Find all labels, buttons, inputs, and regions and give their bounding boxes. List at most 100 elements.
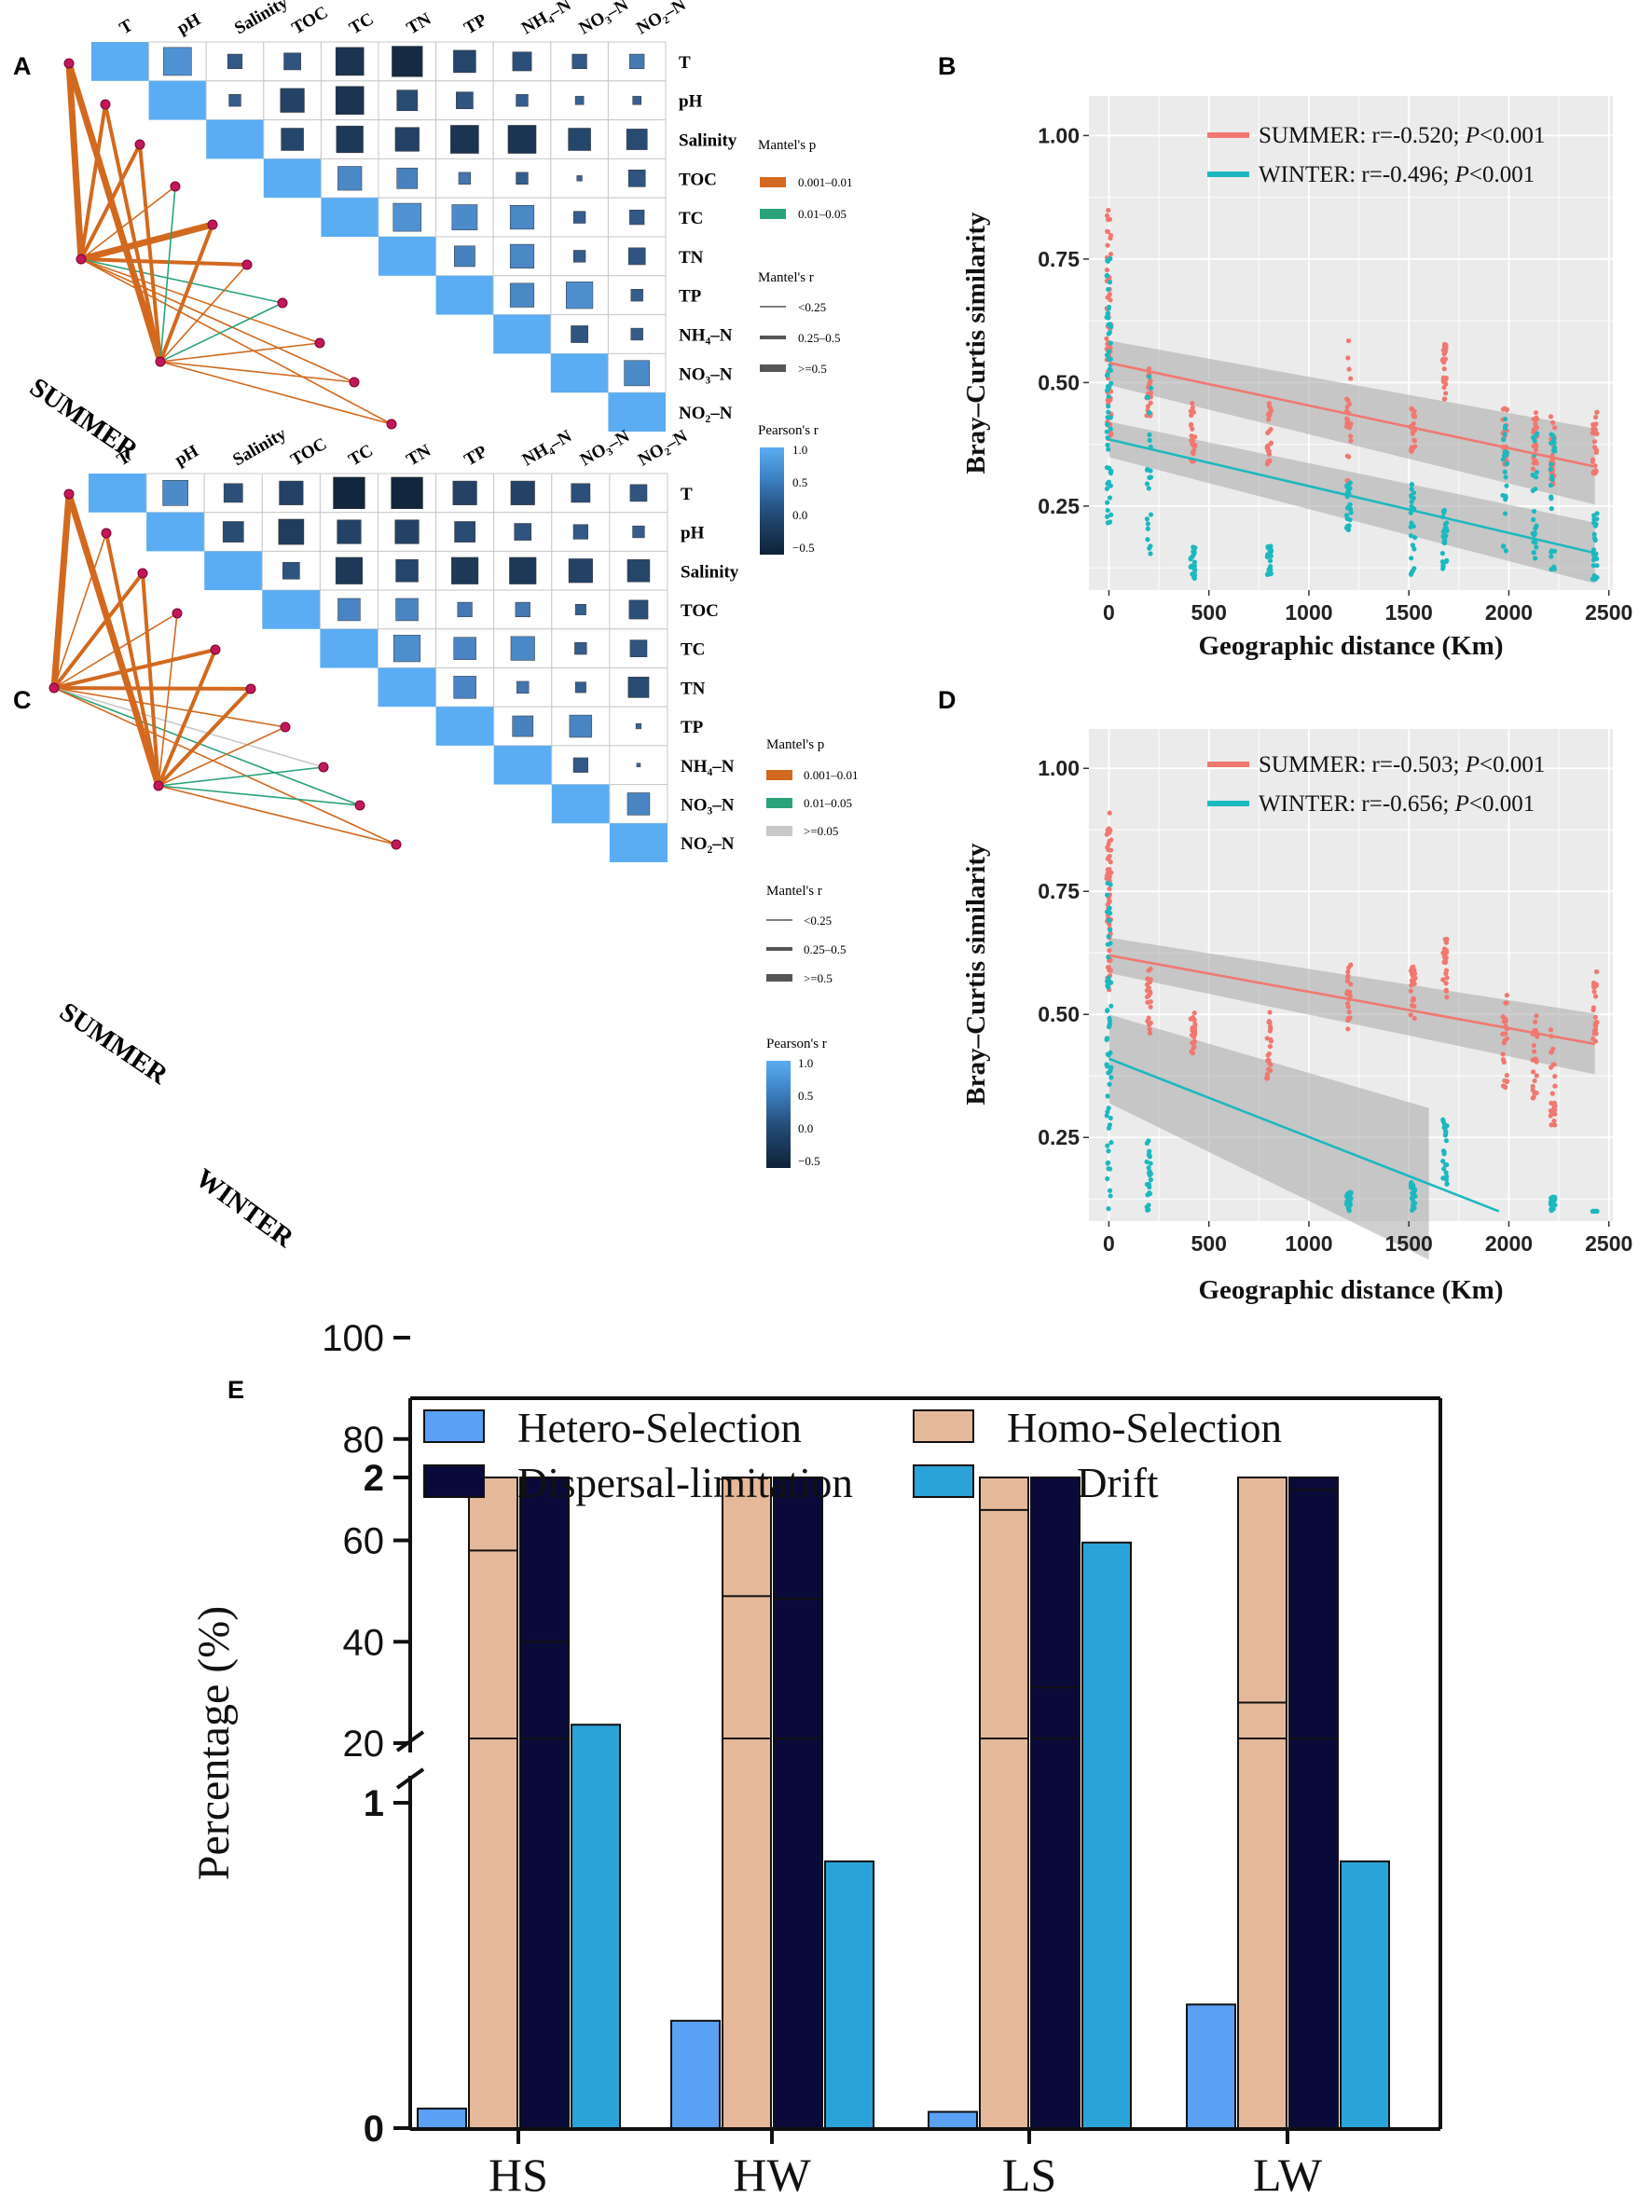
var-node-c-3 [172, 608, 183, 619]
point-b-0-4-11 [1346, 366, 1352, 372]
point-d-0-6-16 [1443, 970, 1449, 976]
point-d-0-9-9 [1552, 1083, 1558, 1089]
point-b-1-3-22 [1268, 546, 1273, 553]
point-d-1-6-8 [1442, 1161, 1449, 1167]
corr-square-a-1-9 [632, 95, 641, 105]
point-d-1-5-23 [1410, 1195, 1415, 1201]
point-d-0-7-21 [1503, 1019, 1508, 1024]
pearson-colorbar-a [760, 447, 784, 555]
point-b-0-5-10 [1411, 420, 1416, 427]
y-axis-label-d: Bray–Curtis similarity [961, 843, 991, 1106]
fit-lines-d [1108, 954, 1595, 1213]
point-d-1-0-1 [1104, 892, 1110, 898]
point-b-1-6-3 [1444, 557, 1450, 563]
corr-square-c-3-4 [337, 598, 361, 622]
point-d-0-9-22 [1551, 1100, 1557, 1106]
corr-square-c-6-7 [512, 715, 534, 737]
point-b-1-5-13 [1412, 534, 1418, 541]
mantel-r-item-2-c: 0.25–0.5 [804, 942, 847, 956]
row-label-a-0: T [679, 53, 691, 73]
point-b-1-9-12 [1548, 483, 1554, 488]
mantel-link-a-summer-7 [80, 258, 321, 344]
var-node-a-0 [63, 58, 75, 69]
point-b-1-9-19 [1549, 494, 1554, 500]
mantel-p-swatch-3-c [766, 826, 792, 836]
point-b-0-5-23 [1411, 411, 1416, 418]
corr-square-c-1-5 [394, 519, 420, 544]
bar-ls-2 [1030, 1477, 1081, 2129]
point-b-1-0-44 [1108, 512, 1114, 517]
corr-square-c-0-5 [391, 476, 423, 510]
point-d-0-0-50 [1107, 866, 1112, 872]
mantel-link-c-winter-8 [158, 785, 361, 806]
point-d-1-1-22 [1146, 1165, 1151, 1171]
corr-square-a-0-9 [629, 53, 645, 70]
point-b-1-8-13 [1534, 544, 1539, 550]
point-b-1-8-22 [1531, 550, 1536, 556]
mantel-link-c-summer-8 [53, 687, 361, 806]
corr-square-c-8-9 [626, 792, 651, 816]
corr-square-a-1-5 [396, 89, 419, 112]
point-b-1-5-17 [1409, 556, 1414, 561]
row-label-c-4: TC [681, 640, 705, 660]
bar-ls-0 [928, 2110, 978, 2130]
col-label-c-7: NH₄–N [519, 426, 575, 470]
point-b-1-0-32 [1105, 310, 1110, 316]
mantel-link-c-winter-2 [141, 571, 160, 788]
point-b-0-5-11 [1409, 406, 1414, 412]
xtick-label-d-500: 500 [1191, 1231, 1227, 1256]
point-b-1-10-22 [1591, 555, 1598, 560]
mantel-link-c-winter-9 [158, 785, 397, 845]
point-d-0-0-49 [1107, 899, 1112, 904]
point-b-0-1-2 [1145, 404, 1151, 409]
point-d-0-6-17 [1444, 950, 1450, 955]
point-d-0-0-26 [1107, 948, 1112, 954]
xtick-label-b-500: 500 [1191, 600, 1227, 625]
panel-label-c: C [13, 686, 32, 714]
point-b-1-2-22 [1191, 553, 1196, 558]
corr-square-a-1-3 [280, 88, 305, 113]
col-label-a-9: NO₂–N [633, 0, 689, 38]
col-label-a-3: TOC [289, 3, 332, 39]
point-d-0-9-20 [1552, 1074, 1558, 1079]
point-b-1-4-23 [1344, 505, 1351, 511]
point-d-0-7-3 [1500, 1051, 1506, 1057]
col-label-c-4: TC [345, 441, 376, 470]
scatter-panel-b: 0 500 1000 1500 2000 2500 0.25 0.50 0.75 1.00 Ge… [961, 96, 1632, 661]
corr-square-c-2-7 [509, 556, 537, 584]
point-b-1-10-21 [1590, 576, 1595, 582]
category-label-hs: HS [489, 2149, 548, 2201]
point-d-0-8-3 [1534, 1013, 1539, 1019]
point-d-0-2-16 [1191, 1040, 1197, 1046]
col-label-a-7: NH₄–N [518, 0, 574, 38]
point-d-1-5-16 [1411, 1201, 1416, 1206]
point-d-0-6-21 [1442, 937, 1448, 942]
point-d-1-0-42 [1107, 1081, 1112, 1087]
var-node-c-9 [391, 839, 402, 850]
point-d-1-6-21 [1443, 1138, 1450, 1144]
point-b-1-0-43 [1105, 272, 1110, 278]
ytick-low-label-0: 0 [364, 2109, 384, 2150]
legend-a: Mantel's p 0.001–0.01 0.01–0.05 Mantel's… [758, 138, 853, 555]
point-b-0-8-13 [1534, 417, 1540, 422]
point-d-1-0-33 [1106, 933, 1111, 940]
point-b-0-4-4 [1348, 376, 1354, 381]
xtick-label-d-1000: 1000 [1285, 1231, 1332, 1256]
point-b-0-6-8 [1443, 391, 1449, 396]
point-d-0-7-18 [1504, 1079, 1510, 1085]
mantel-link-a-winter-0 [65, 60, 164, 365]
point-d-1-10-23 [1590, 1208, 1597, 1215]
row-label-c-1: pH [681, 524, 705, 543]
var-node-a-2 [134, 139, 145, 150]
point-d-0-7-17 [1503, 1031, 1508, 1037]
legend-text-winter-d: WINTER: r=-0.656; P<0.001 [1259, 791, 1535, 817]
point-d-1-1-6 [1144, 1159, 1150, 1164]
point-d-0-4-12 [1345, 1026, 1351, 1032]
mantel-p-swatch-1-c [766, 770, 792, 780]
x-categories-e: HS HW LS LW [489, 2149, 1323, 2201]
point-b-0-9-0 [1548, 414, 1554, 419]
point-d-0-7-19 [1500, 1057, 1507, 1063]
point-d-1-0-28 [1107, 905, 1112, 911]
corr-square-a-1-7 [516, 94, 529, 107]
point-b-1-9-21 [1551, 548, 1558, 554]
